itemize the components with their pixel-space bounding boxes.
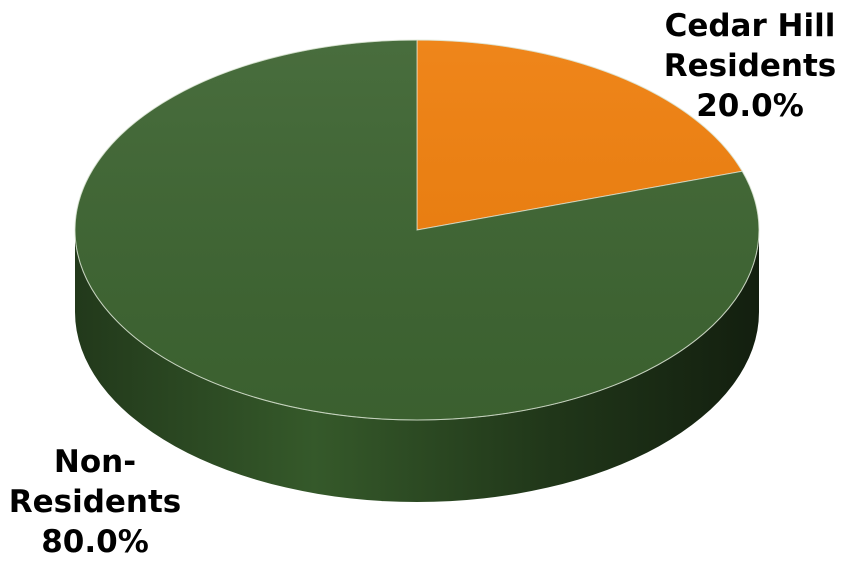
slice-label-non-residents: Non- Residents 80.0% [0, 442, 190, 562]
slice-label-cedar-hill-residents: Cedar Hill Residents 20.0% [650, 6, 845, 126]
slice-label-line-2: Residents [8, 484, 182, 520]
pie-side-wall [75, 230, 759, 502]
pie-side-wall-band [75, 230, 759, 502]
pie-top-face [74, 39, 760, 421]
slice-percent-label: 20.0% [696, 88, 804, 124]
slice-percent-label: 80.0% [41, 524, 149, 560]
slice-label-line-1: Cedar Hill [664, 8, 836, 44]
pie-rim-highlight [74, 39, 760, 421]
slice-label-line-2: Residents [663, 48, 837, 84]
slice-label-line-1: Non- [53, 444, 137, 480]
